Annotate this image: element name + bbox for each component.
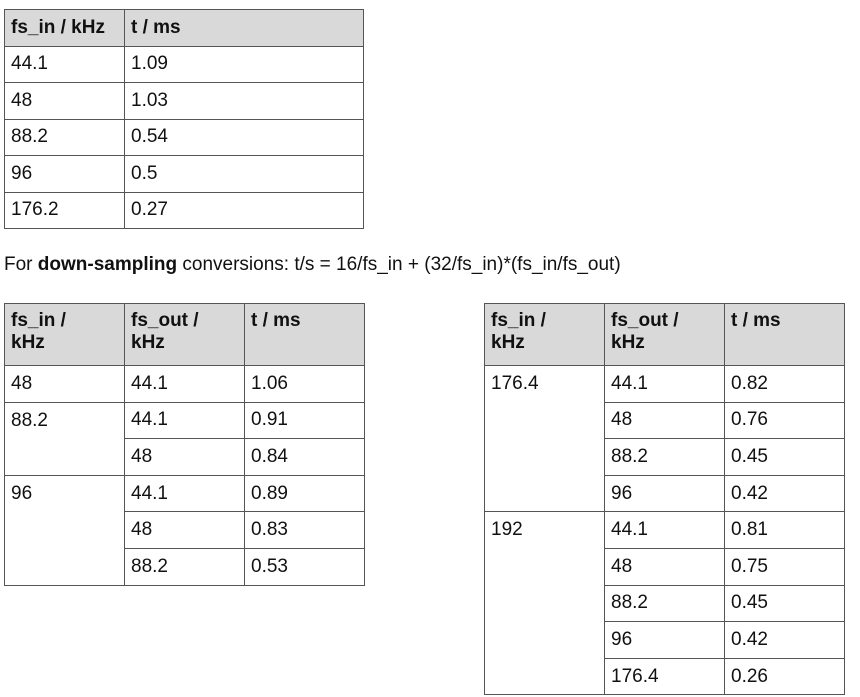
row: 96 0.5 xyxy=(4,155,364,193)
header-cell: fs_in / kHz xyxy=(4,9,125,47)
table-single: fs_in / kHz t / ms 44.1 1.09 48 1.03 88.2 0.54 9… xyxy=(4,9,364,229)
cell: 44.1 xyxy=(604,365,725,403)
cell: 0.45 xyxy=(724,584,845,623)
cell: 1.06 xyxy=(244,365,365,403)
cell: 88.2 xyxy=(124,547,245,586)
header-cell: fs_out / kHz xyxy=(124,303,245,366)
text: conversions: t/s = 16/fs_in + (32/fs_in)… xyxy=(177,254,621,275)
cell: 0.82 xyxy=(724,365,845,403)
row: 88.2 44.1 0.91 xyxy=(4,401,365,476)
cell: 0.75 xyxy=(724,547,845,586)
cell: 96 xyxy=(604,474,725,513)
cell: 48 xyxy=(4,82,125,120)
cell: 1.09 xyxy=(124,45,364,83)
cell: 44.1 xyxy=(124,365,245,403)
cell: 48 xyxy=(124,438,245,476)
header-cell: fs_in / kHz xyxy=(4,303,125,366)
cell: 96 xyxy=(604,621,725,659)
cell: 48 xyxy=(124,511,245,549)
row: 48 0.76 xyxy=(485,401,845,440)
cell: 0.42 xyxy=(724,621,845,659)
cell: 176.2 xyxy=(4,191,125,229)
bold-text: down-sampling xyxy=(37,254,178,275)
cell: 0.83 xyxy=(244,511,365,549)
row: 96 0.42 xyxy=(485,474,845,513)
header-text: t / ms xyxy=(251,310,301,331)
header-cell: fs_in / kHz xyxy=(484,303,605,366)
header-text: fs_in / kHz xyxy=(491,310,546,353)
group-cell: 88.2 xyxy=(4,401,125,476)
group-cell: 176.4 xyxy=(484,364,605,513)
row: 176.4 0.26 xyxy=(485,657,845,696)
header-row: fs_in / kHz t / ms xyxy=(4,9,364,47)
cell: 0.89 xyxy=(244,474,365,513)
cell: 0.42 xyxy=(724,474,845,513)
cell: 0.5 xyxy=(124,155,364,193)
header-text: fs_out / kHz xyxy=(131,310,199,353)
header-cell: t / ms xyxy=(244,303,365,366)
cell: 0.84 xyxy=(244,438,365,476)
cell: 176.4 xyxy=(604,657,725,696)
cell: 0.26 xyxy=(724,657,845,696)
header-cell: t / ms xyxy=(124,9,364,47)
row: 96 0.42 xyxy=(485,621,845,659)
table-downsampling-a: fs_in / kHz fs_out / kHz t / ms 48 44.1 1.06 8… xyxy=(4,303,365,586)
cell: 88.2 xyxy=(4,118,125,156)
cell: 88.2 xyxy=(604,584,725,623)
row: 88.2 0.53 xyxy=(5,547,365,586)
header-text: fs_in / kHz xyxy=(11,310,66,353)
row: 88.2 0.45 xyxy=(485,438,845,476)
cell: 0.54 xyxy=(124,118,364,156)
cell: 44.1 xyxy=(124,474,245,513)
cell: 0.81 xyxy=(724,511,845,549)
row: 44.1 1.09 xyxy=(4,45,364,83)
header-row: fs_in / kHz fs_out / kHz t / ms xyxy=(484,303,845,366)
group-cell: 48 xyxy=(4,365,125,403)
header-row: fs_in / kHz fs_out / kHz t / ms xyxy=(4,303,365,366)
header-text: t / ms xyxy=(731,310,781,331)
cell: 1.03 xyxy=(124,82,364,120)
cell: 96 xyxy=(4,155,125,193)
row: 48 1.03 xyxy=(4,82,364,120)
row: 176.4 44.1 0.82 xyxy=(484,364,845,513)
text: For xyxy=(4,254,38,275)
formula-paragraph: For down-sampling conversions: t/s = 16/… xyxy=(4,254,621,276)
row: 192 44.1 0.81 xyxy=(484,511,845,696)
row: 48 0.83 xyxy=(5,511,365,549)
table-downsampling-b: fs_in / kHz fs_out / kHz t / ms 176.4 44.1 0.… xyxy=(484,303,845,696)
cell: 48 xyxy=(604,547,725,586)
cell: 0.27 xyxy=(124,191,364,229)
cell: 44.1 xyxy=(4,45,125,83)
row: 96 44.1 0.89 xyxy=(4,474,365,586)
cell: 44.1 xyxy=(604,511,725,549)
group-cell: 192 xyxy=(484,511,605,696)
row: 48 0.75 xyxy=(485,547,845,586)
header-cell: t / ms xyxy=(724,303,845,366)
header-text: fs_out / kHz xyxy=(611,310,679,353)
cell: 88.2 xyxy=(604,438,725,476)
row: 176.2 0.27 xyxy=(4,191,364,229)
cell: 48 xyxy=(604,401,725,440)
group-cell: 96 xyxy=(4,474,125,586)
cell: 0.76 xyxy=(724,401,845,440)
cell: 0.45 xyxy=(724,438,845,476)
cell: 0.53 xyxy=(244,547,365,586)
row: 88.2 0.45 xyxy=(485,584,845,623)
row: 88.2 0.54 xyxy=(4,118,364,156)
row: 48 44.1 1.06 xyxy=(4,365,365,403)
header-cell: fs_out / kHz xyxy=(604,303,725,366)
row: 48 0.84 xyxy=(5,438,365,476)
cell: 44.1 xyxy=(124,401,245,440)
cell: 0.91 xyxy=(244,401,365,440)
